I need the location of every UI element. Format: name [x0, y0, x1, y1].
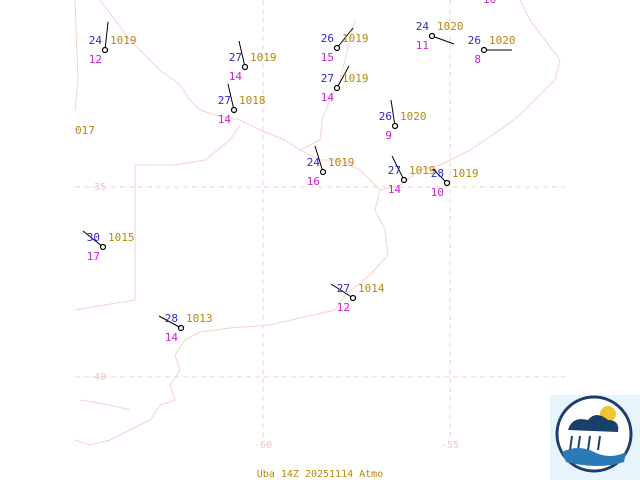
pressure: 1019: [452, 167, 479, 180]
station-marker: [101, 46, 109, 54]
dewpoint: 14: [218, 113, 232, 126]
wind-barb: [314, 145, 324, 173]
stations: 24 1019 12 27 1019 14 27 1018 14 26 1019 15 27 1019 14…: [82, 20, 516, 344]
temperature: 28: [431, 167, 444, 180]
temperature: 24: [416, 20, 430, 33]
station-marker: [333, 44, 341, 52]
wind-barb: [227, 83, 235, 111]
dewpoint: 14: [388, 183, 402, 196]
wind-barb: [330, 283, 354, 299]
pressure: 1019: [328, 156, 355, 169]
temperature: 27: [388, 164, 401, 177]
coastlines: [74, 0, 561, 446]
pressure: 1019: [342, 72, 369, 85]
wind-barb: [104, 21, 109, 51]
dewpoint: 14: [321, 91, 335, 104]
pressure: 1015: [108, 231, 135, 244]
partial-dewpoint: 10: [483, 0, 496, 6]
pressure: 1014: [358, 282, 385, 295]
station-marker: [480, 46, 488, 54]
pressure: 1019: [110, 34, 137, 47]
station-marker: [333, 84, 341, 92]
grid: -35 -40 -60 -55: [75, 0, 565, 451]
station-marker: [230, 106, 238, 114]
dewpoint: 9: [385, 129, 392, 142]
footer: Uba 14Z 20251114 Atmo: [257, 469, 383, 480]
station-marker: [319, 168, 327, 176]
station-marker: [241, 63, 249, 71]
temperature: 30: [87, 231, 100, 244]
pressure: 1013: [186, 312, 213, 325]
wind-barb: [336, 65, 350, 89]
temperature: 24: [89, 34, 103, 47]
wind-barb: [158, 315, 182, 329]
temperature: 27: [321, 72, 334, 85]
dewpoint: 12: [89, 53, 102, 66]
dewpoint: 14: [229, 70, 243, 83]
wind-barb: [431, 35, 455, 45]
temperature: 26: [468, 34, 481, 47]
pressure: 1020: [400, 110, 427, 123]
station-marker: [428, 32, 436, 40]
temperature: 26: [379, 110, 392, 123]
pressure: 1019: [250, 51, 277, 64]
pressure: 1019: [409, 164, 436, 177]
wind-barb: [391, 155, 405, 181]
dewpoint: 10: [431, 186, 444, 199]
dewpoint: 15: [321, 51, 334, 64]
lon-label: -60: [254, 440, 272, 451]
lon-label: -55: [441, 440, 459, 451]
pressure: 1019: [342, 32, 369, 45]
wind-barb: [82, 230, 104, 248]
wind-barb: [390, 99, 396, 127]
temperature: 27: [337, 282, 350, 295]
partial-pressure: 017: [75, 124, 95, 137]
pressure: 1018: [239, 94, 266, 107]
wind-barb: [336, 27, 354, 49]
dewpoint: 17: [87, 250, 100, 263]
pressure: 1020: [437, 20, 464, 33]
station-marker: [443, 179, 451, 187]
station-marker: [391, 122, 399, 130]
station-marker: [400, 176, 408, 184]
station-marker: [99, 243, 107, 251]
wind-barb: [238, 40, 246, 68]
temperature: 27: [218, 94, 231, 107]
dewpoint: 12: [337, 301, 350, 314]
temperature: 27: [229, 51, 242, 64]
dewpoint: 8: [474, 53, 481, 66]
temperature: 24: [307, 156, 321, 169]
station-marker: [177, 324, 185, 332]
logo: [550, 395, 640, 480]
temperature: 26: [321, 32, 334, 45]
lat-label: -35: [88, 182, 106, 193]
dewpoint: 14: [165, 331, 179, 344]
lat-label: -40: [88, 372, 106, 383]
station-marker: [349, 294, 357, 302]
dewpoint: 11: [416, 39, 429, 52]
wind-barb: [432, 168, 448, 184]
dewpoint: 16: [307, 175, 320, 188]
temperature: 28: [165, 312, 178, 325]
pressure: 1020: [489, 34, 516, 47]
